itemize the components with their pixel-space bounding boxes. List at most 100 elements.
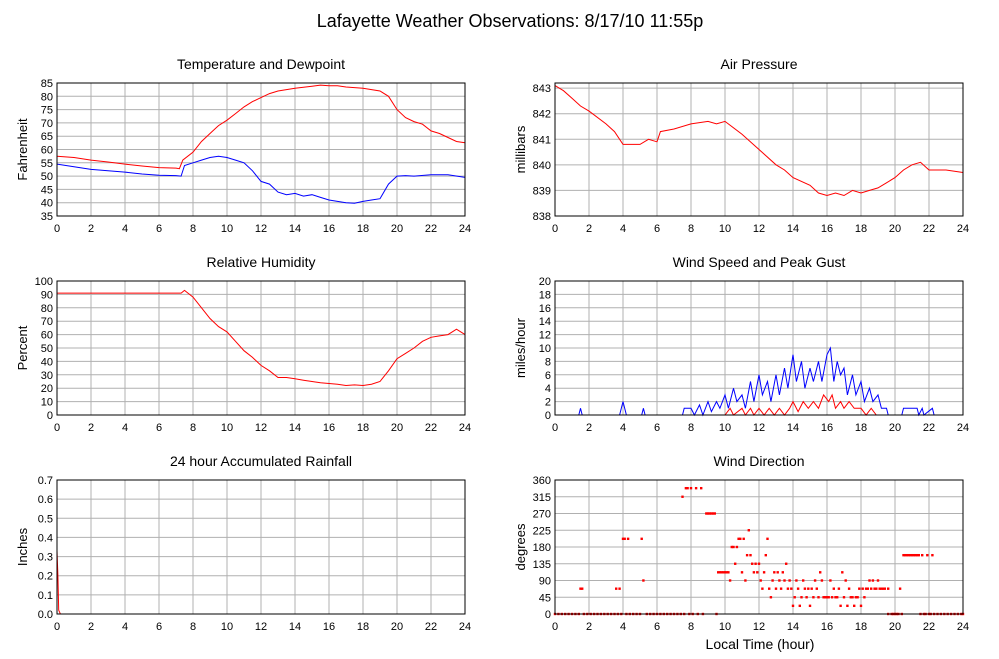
x-tick-label: 12 xyxy=(255,422,267,434)
y-tick-label: 55 xyxy=(41,158,53,170)
x-tick-label: 6 xyxy=(654,621,660,633)
data-point xyxy=(807,587,810,590)
data-point xyxy=(931,553,934,557)
y-tick-label: 0 xyxy=(545,410,551,422)
x-tick-label: 8 xyxy=(190,223,196,235)
y-tick-label: 90 xyxy=(539,576,551,588)
x-tick-label: 18 xyxy=(357,621,369,633)
y-tick-label: 100 xyxy=(35,276,53,288)
data-point xyxy=(796,587,800,590)
plot-frame xyxy=(56,280,466,416)
data-point xyxy=(727,571,730,574)
data-point xyxy=(751,562,754,565)
data-point xyxy=(740,571,744,574)
x-tick-label: 12 xyxy=(753,422,765,434)
data-point xyxy=(849,596,852,599)
data-point xyxy=(710,512,713,515)
data-point xyxy=(834,596,837,599)
x-tick-label: 20 xyxy=(889,621,901,633)
x-tick-label: 2 xyxy=(88,621,94,633)
x-tick-label: 8 xyxy=(190,621,196,633)
data-point xyxy=(853,604,856,608)
data-point xyxy=(732,545,735,549)
data-point xyxy=(847,587,851,590)
data-point xyxy=(902,553,905,557)
x-tick-label: 10 xyxy=(221,223,233,235)
data-point xyxy=(881,587,885,590)
x-tick-label: 22 xyxy=(425,621,437,633)
data-point xyxy=(842,596,846,599)
data-point xyxy=(837,587,841,590)
data-point xyxy=(841,571,844,574)
plot-frame xyxy=(554,280,964,416)
series-line-1 xyxy=(555,346,963,417)
data-point xyxy=(768,587,771,590)
x-tick-label: 8 xyxy=(688,223,694,235)
x-tick-label: 24 xyxy=(459,422,471,434)
data-point xyxy=(790,587,793,590)
data-point xyxy=(824,596,827,599)
page-title: Lafayette Weather Observations: 8/17/10 … xyxy=(317,11,704,31)
data-point xyxy=(805,596,808,599)
data-point xyxy=(761,587,764,590)
data-point xyxy=(832,587,835,590)
data-point xyxy=(718,571,722,574)
y-tick-label: 50 xyxy=(41,343,53,355)
data-point xyxy=(747,529,750,532)
x-tick-label: 12 xyxy=(255,621,267,633)
x-tick-label: 4 xyxy=(620,621,626,633)
data-point xyxy=(802,579,805,582)
y-tick-label: 35 xyxy=(41,211,53,223)
data-point xyxy=(914,553,917,557)
data-point xyxy=(779,587,783,590)
data-point xyxy=(844,579,847,582)
x-tick-label: 6 xyxy=(654,223,660,235)
data-point xyxy=(694,486,698,490)
data-point xyxy=(858,587,861,590)
y-tick-label: 2 xyxy=(545,397,551,409)
data-point xyxy=(734,562,737,565)
data-point xyxy=(808,604,812,608)
y-tick-label: 843 xyxy=(533,83,551,95)
data-point xyxy=(866,587,869,590)
data-point xyxy=(795,579,798,582)
data-point xyxy=(745,553,749,557)
y-axis-label: degrees xyxy=(513,523,528,570)
x-tick-label: 24 xyxy=(459,223,471,235)
data-point xyxy=(910,553,914,557)
data-point xyxy=(706,512,710,515)
x-tick-label: 2 xyxy=(88,422,94,434)
y-tick-label: 842 xyxy=(533,109,551,121)
x-tick-label: 14 xyxy=(787,223,799,235)
y-tick-label: 10 xyxy=(539,343,551,355)
data-point xyxy=(626,537,630,541)
x-tick-label: 20 xyxy=(391,422,403,434)
data-point xyxy=(851,596,854,599)
data-point xyxy=(689,486,693,490)
data-point xyxy=(827,596,830,599)
x-tick-label: 2 xyxy=(586,422,592,434)
y-tick-label: 0.7 xyxy=(38,475,53,487)
data-point xyxy=(820,579,824,582)
series-line-1 xyxy=(57,289,466,387)
data-point xyxy=(771,579,774,582)
y-tick-label: 14 xyxy=(539,316,551,328)
data-point xyxy=(749,553,752,557)
x-tick-label: 10 xyxy=(719,422,731,434)
x-tick-label: 12 xyxy=(753,223,765,235)
data-point xyxy=(618,587,621,590)
y-tick-label: 0 xyxy=(545,609,551,621)
data-point xyxy=(810,587,813,590)
x-tick-label: 16 xyxy=(821,223,833,235)
y-tick-label: 18 xyxy=(539,289,551,301)
x-tick-label: 12 xyxy=(255,223,267,235)
data-point xyxy=(752,571,756,574)
x-tick-label: 16 xyxy=(821,621,833,633)
data-point xyxy=(788,579,791,582)
data-point xyxy=(759,579,762,582)
data-point xyxy=(778,579,781,582)
x-tick-label: 20 xyxy=(889,422,901,434)
data-point xyxy=(856,596,859,599)
